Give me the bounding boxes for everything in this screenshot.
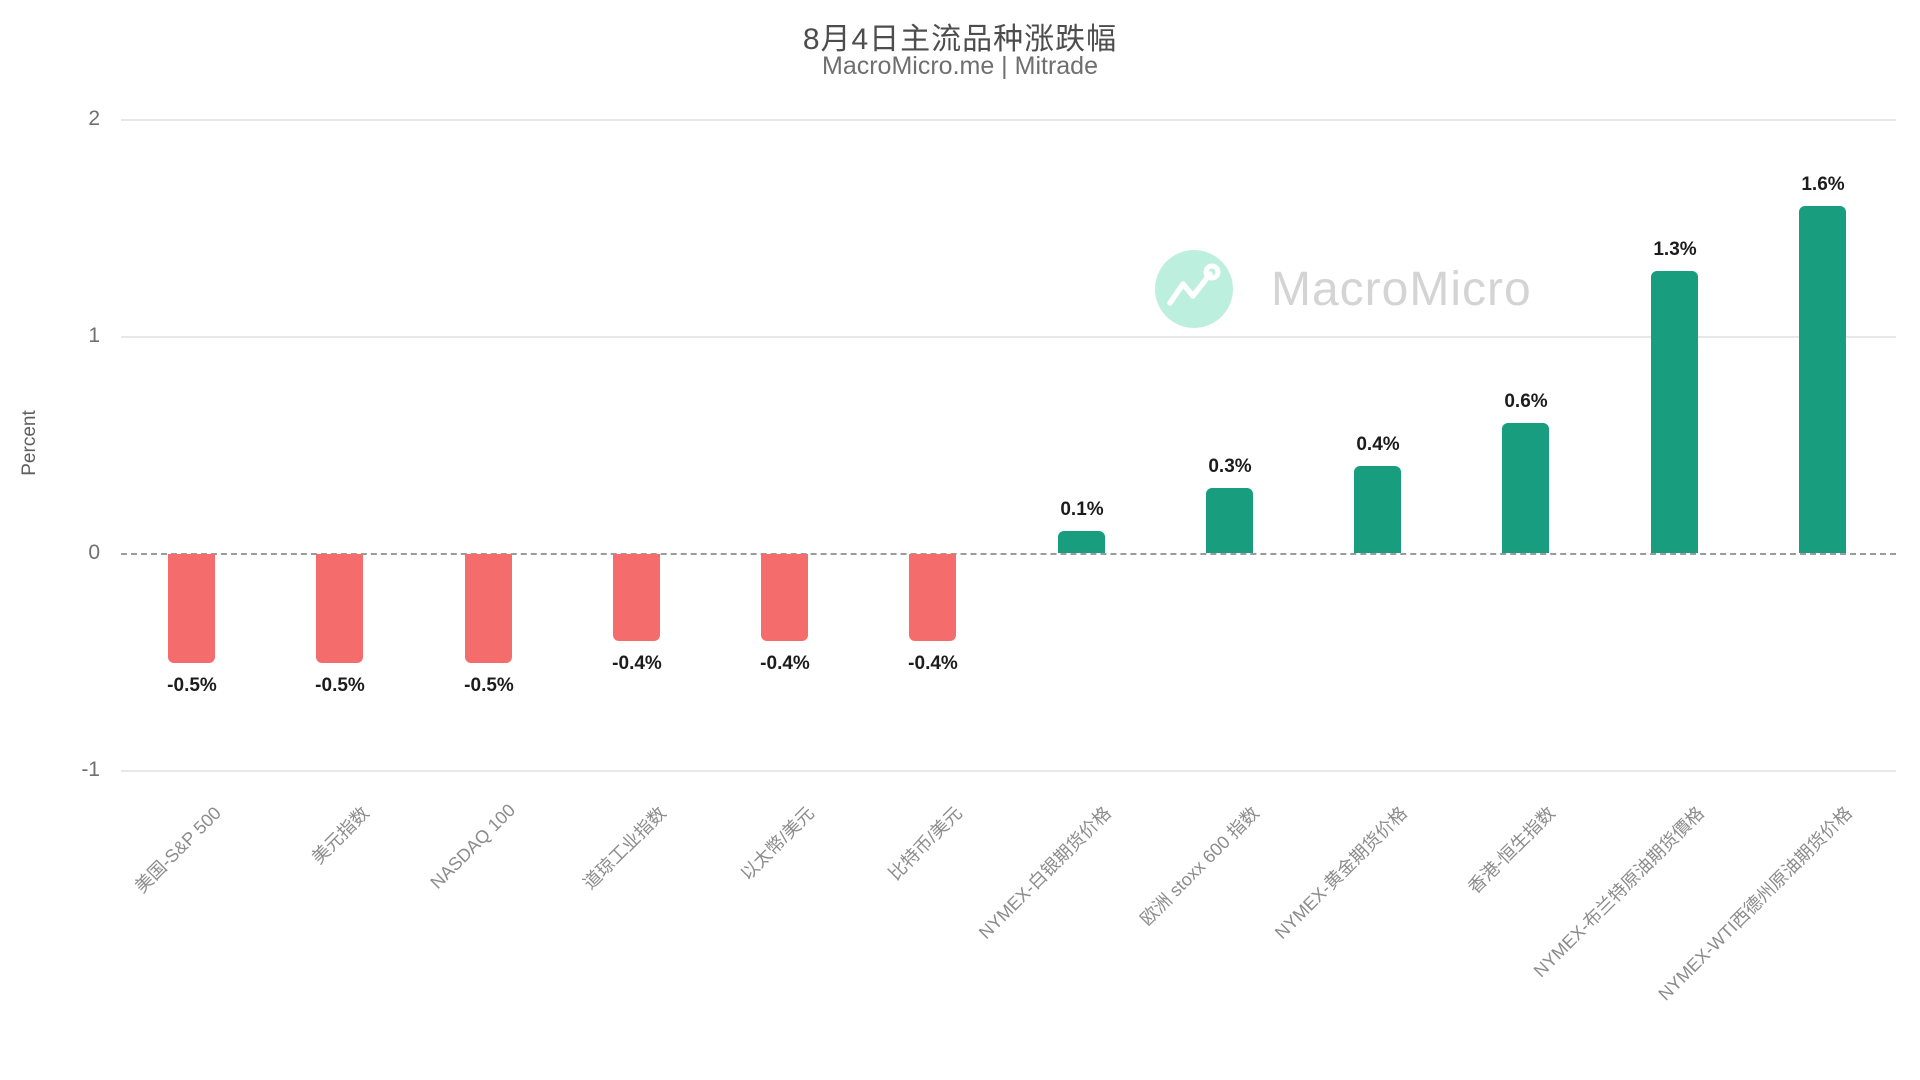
- x-axis-label: NASDAQ 100: [426, 800, 520, 893]
- chart-subtitle: MacroMicro.me | Mitrade: [822, 52, 1098, 80]
- bar[interactable]: [1799, 206, 1846, 553]
- zero-line: [121, 553, 1896, 555]
- bar-value-label: 0.1%: [1060, 499, 1104, 520]
- y-tick-label: -1: [81, 758, 100, 781]
- bar[interactable]: [465, 554, 512, 663]
- x-axis-label: NYMEX-WTI西德州原油期货价格: [1654, 802, 1856, 1005]
- bar[interactable]: [1058, 531, 1105, 553]
- bar-value-label: -0.5%: [167, 675, 217, 696]
- x-axis-label: 美元指数: [307, 802, 373, 868]
- bar[interactable]: [168, 554, 215, 663]
- y-tick-label: 2: [88, 107, 100, 130]
- bar[interactable]: [1651, 271, 1698, 553]
- x-axis-label: 美国-S&P 500: [131, 802, 225, 897]
- bar-value-label: -0.4%: [612, 653, 662, 674]
- x-axis-label: 香港-恒生指数: [1464, 802, 1559, 898]
- macromicro-logo-icon: [1155, 250, 1233, 328]
- bar-value-label: -0.5%: [464, 675, 514, 696]
- bar[interactable]: [761, 554, 808, 641]
- watermark-brand-text: MacroMicro: [1271, 262, 1532, 316]
- bar-value-label: 0.4%: [1356, 434, 1400, 455]
- bar-value-label: 1.6%: [1801, 174, 1845, 195]
- bar[interactable]: [1206, 488, 1253, 553]
- gridline: [121, 770, 1896, 772]
- gridline: [121, 119, 1896, 121]
- bar-value-label: 1.3%: [1653, 239, 1697, 260]
- y-axis-title: Percent: [19, 410, 40, 476]
- x-axis-label: NYMEX-黄金期货价格: [1270, 802, 1411, 943]
- bar-value-label: -0.4%: [908, 653, 958, 674]
- bar-value-label: 0.3%: [1208, 456, 1252, 477]
- chart-title: 8月4日主流品种涨跌幅: [802, 23, 1118, 56]
- bar[interactable]: [909, 554, 956, 641]
- watermark: MacroMicro: [1155, 250, 1532, 328]
- bar[interactable]: [1502, 423, 1549, 553]
- x-axis-label: NYMEX-白银期货价格: [974, 802, 1115, 943]
- bar-value-label: 0.6%: [1504, 391, 1548, 412]
- bar-value-label: -0.5%: [315, 675, 365, 696]
- y-tick-label: 0: [88, 541, 100, 564]
- bar[interactable]: [1354, 466, 1401, 553]
- x-axis-label: 以太幣/美元: [736, 802, 818, 885]
- bar-value-label: -0.4%: [760, 653, 810, 674]
- x-axis-label: 道琼工业指数: [579, 802, 670, 894]
- bar[interactable]: [613, 554, 660, 641]
- y-tick-label: 1: [88, 324, 100, 347]
- gridline: [121, 336, 1896, 338]
- x-axis-label: NYMEX-布兰特原油期货價格: [1529, 802, 1708, 982]
- x-axis-label: 比特币/美元: [884, 802, 966, 885]
- bar[interactable]: [316, 554, 363, 663]
- x-axis-label: 欧洲 stoxx 600 指数: [1136, 802, 1263, 930]
